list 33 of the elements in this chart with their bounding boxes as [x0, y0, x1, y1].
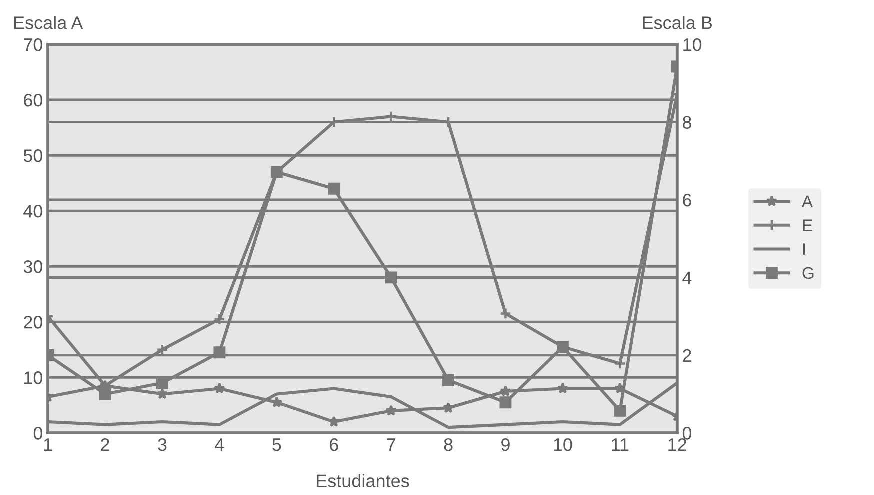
y-tick-label: 40	[24, 205, 43, 218]
x-axis-title: Estudiantes	[317, 474, 410, 488]
x-tick-label: 4	[215, 438, 224, 452]
y-tick-label: 20	[24, 316, 43, 329]
y2-tick-label: 0	[682, 427, 692, 440]
x-tick-label: 10	[554, 438, 572, 452]
x-tick-label: 8	[444, 438, 453, 452]
y2-tick-label: 8	[682, 116, 692, 129]
y-tick-label: 0	[34, 427, 43, 440]
x-tick-label: 6	[330, 438, 338, 452]
y2-tick-label: 6	[683, 194, 692, 207]
x-tick-label: 2	[101, 438, 110, 452]
y-tick-label: 50	[24, 150, 43, 162]
y2-tick-label: 2	[683, 349, 692, 362]
x-tick-label: 3	[158, 438, 167, 452]
x-tick-label: 1	[44, 438, 52, 452]
y-tick-label: 10	[24, 372, 43, 384]
legend-label: G	[802, 267, 814, 280]
y-tick-label: 30	[24, 260, 43, 274]
y-axis-title: Escala A	[14, 16, 84, 30]
y-tick-label: 70	[24, 38, 43, 52]
legend-label: A	[802, 196, 814, 208]
y2-tick-label: 10	[684, 38, 702, 52]
y2-tick-label: 4	[682, 272, 692, 284]
x-tick-label: 12	[668, 438, 686, 452]
x-tick-label: 11	[612, 438, 629, 452]
x-tick-label: 7	[387, 438, 396, 452]
legend-label: E	[803, 220, 812, 232]
legend-label: I	[803, 244, 806, 256]
x-tick-label: 5	[272, 438, 282, 452]
y2-axis-title: Escala B	[643, 16, 712, 30]
y-tick-label: 60	[24, 94, 43, 107]
x-tick-label: 9	[502, 438, 510, 452]
